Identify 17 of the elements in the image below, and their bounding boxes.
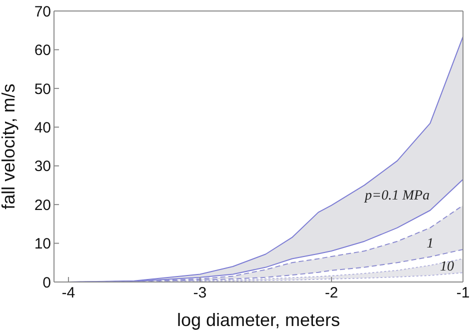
x-axis-title: log diameter, meters [176, 310, 340, 330]
y-tick-label: 40 [34, 119, 51, 136]
y-tick-label: 50 [34, 80, 51, 98]
y-tick-label: 70 [34, 3, 51, 20]
y-tick-label: 60 [34, 42, 51, 60]
y-tick-label: 0 [42, 274, 51, 292]
y-tick-label: 20 [34, 196, 51, 214]
y-tick-label: 10 [34, 236, 51, 253]
x-tick-label: -2 [324, 284, 338, 302]
x-tick-label: -1 [456, 284, 470, 302]
y-tick-label: 30 [34, 158, 51, 176]
series-label: 10 [440, 260, 454, 275]
y-axis-title: fall velocity, m/s [0, 84, 18, 210]
series-label: 1 [426, 236, 434, 252]
series-label: p=0.1 MPa [364, 188, 430, 204]
x-tick-label: -4 [62, 284, 76, 302]
x-tick-label: -3 [193, 284, 207, 302]
